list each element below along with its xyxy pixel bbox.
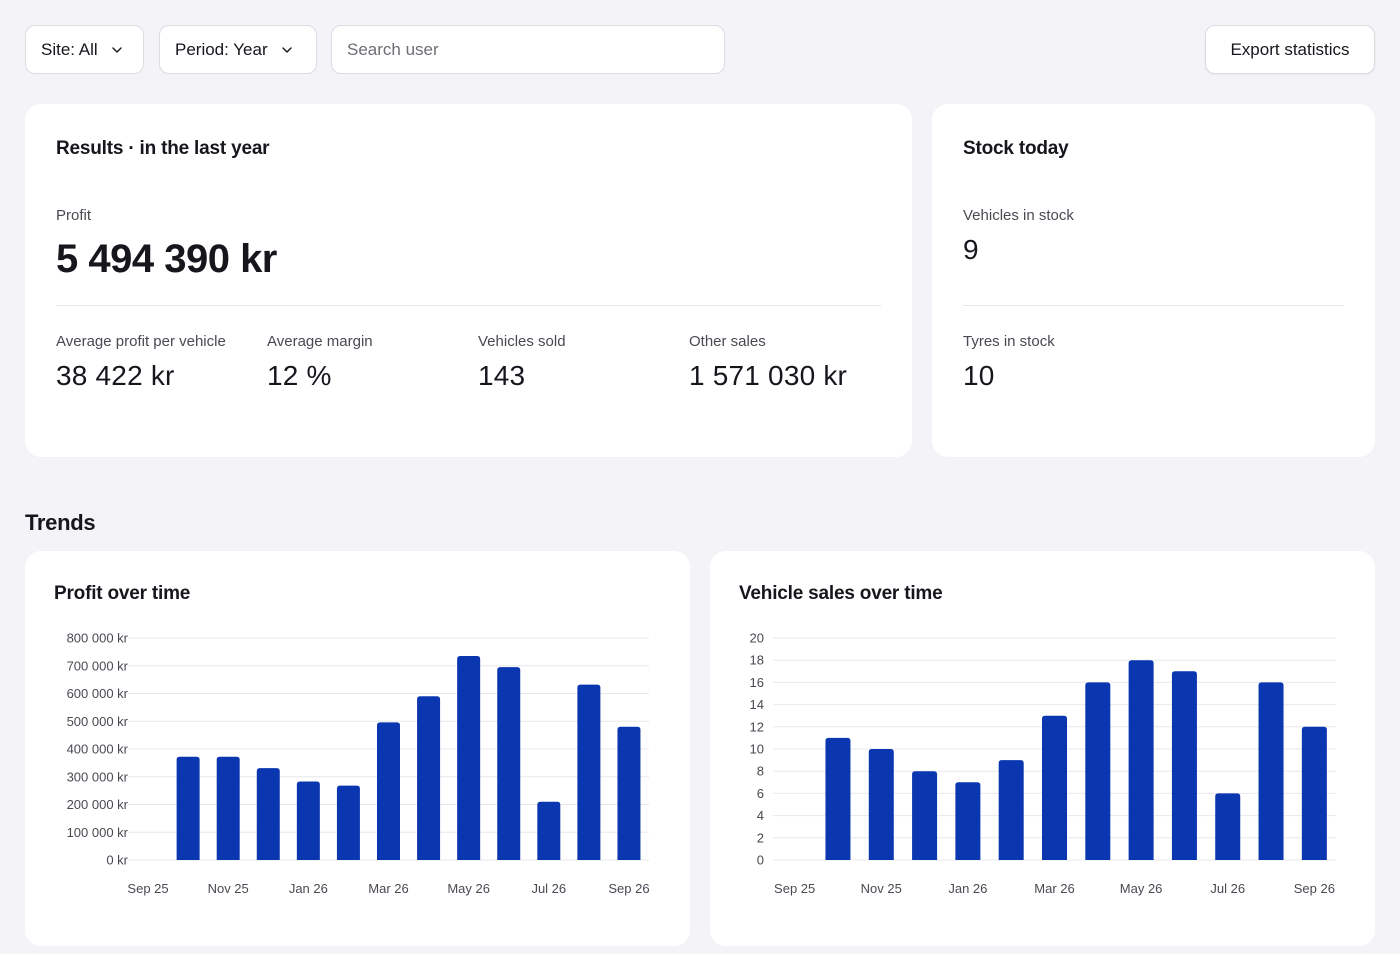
y-tick-label: 12: [750, 719, 764, 734]
y-tick-label: 100 000 kr: [67, 825, 129, 840]
x-tick-label: Sep 25: [127, 881, 168, 896]
stock-card: Stock today Vehicles in stock 9 Tyres in…: [932, 104, 1375, 457]
bar: [577, 684, 601, 860]
x-tick-label: Jan 26: [948, 881, 987, 896]
x-tick-label: Sep 26: [608, 881, 649, 896]
profit-label: Profit: [56, 207, 92, 224]
export-statistics-button[interactable]: Export statistics: [1205, 25, 1375, 74]
bar: [216, 756, 240, 860]
x-tick-label: May 26: [447, 881, 490, 896]
period-select[interactable]: Period: Year: [159, 25, 317, 74]
metric-label: Average profit per vehicle: [56, 333, 226, 350]
bar: [617, 726, 641, 860]
y-tick-label: 300 000 kr: [67, 769, 129, 784]
metric-value: 12 %: [267, 360, 332, 391]
bar: [336, 785, 360, 860]
metric-value: 143: [478, 360, 526, 391]
y-tick-label: 16: [750, 675, 764, 690]
x-tick-label: Nov 25: [861, 881, 902, 896]
y-tick-label: 0 kr: [106, 853, 128, 868]
x-tick-label: Mar 26: [1034, 881, 1074, 896]
x-tick-label: Mar 26: [368, 881, 408, 896]
bar: [1301, 726, 1327, 860]
vehicle-sales-chart-title: Vehicle sales over time: [739, 583, 943, 604]
results-card: Results · in the last year Profit 5 494 …: [25, 104, 912, 457]
x-tick-label: May 26: [1120, 881, 1163, 896]
vehicle-sales-chart-card: Vehicle sales over time 0 2 4 6 8 10 12 14 16 18 2…: [710, 551, 1375, 946]
bar: [1128, 660, 1154, 860]
y-tick-label: 8: [757, 764, 764, 779]
bar: [825, 737, 851, 860]
bar: [1042, 715, 1067, 860]
y-tick-label: 700 000 kr: [67, 658, 129, 673]
y-tick-label: 4: [757, 808, 764, 823]
y-tick-label: 200 000 kr: [67, 797, 129, 812]
bar: [868, 749, 894, 860]
metric-value: 38 422 kr: [56, 360, 175, 391]
site-select-label: Site: All: [41, 39, 98, 59]
trends-title: Trends: [25, 510, 96, 535]
bar: [377, 722, 400, 860]
y-tick-label: 20: [750, 631, 764, 646]
period-select-label: Period: Year: [175, 39, 268, 59]
bar: [296, 781, 320, 860]
bar: [1258, 682, 1284, 860]
x-tick-label: Nov 25: [208, 881, 249, 896]
results-title: Results · in the last year: [56, 138, 270, 159]
search-user-input[interactable]: [331, 25, 725, 74]
tyres-in-stock-value: 10: [963, 360, 995, 391]
bar: [537, 801, 561, 860]
y-tick-label: 500 000 kr: [67, 714, 129, 729]
x-tick-label: Jul 26: [1210, 881, 1245, 896]
bar: [417, 696, 441, 860]
chevron-down-icon: [112, 46, 122, 53]
bar: [1085, 682, 1111, 860]
y-tick-label: 6: [757, 786, 764, 801]
x-tick-label: Sep 26: [1294, 881, 1335, 896]
y-tick-label: 800 000 kr: [67, 631, 129, 646]
vehicle-sales-chart: 0 2 4 6 8 10 12 14 16 18 20 Sep 25 Nov 25 Jan 26 Mar 2…: [750, 631, 1336, 896]
bar: [497, 667, 521, 860]
y-tick-label: 18: [750, 653, 764, 668]
metric-label: Average margin: [267, 333, 373, 350]
bar: [457, 656, 481, 860]
x-tick-label: Jan 26: [289, 881, 328, 896]
profit-value: 5 494 390 kr: [56, 237, 277, 281]
vehicles-in-stock-value: 9: [963, 234, 979, 265]
bar: [176, 756, 200, 860]
y-tick-label: 400 000 kr: [67, 742, 129, 757]
metric-value: 1 571 030 kr: [689, 360, 848, 391]
y-tick-label: 14: [750, 697, 764, 712]
profit-chart-title: Profit over time: [54, 583, 191, 604]
bar: [955, 782, 981, 860]
divider: [963, 305, 1344, 306]
site-select[interactable]: Site: All: [25, 25, 144, 74]
tyres-in-stock-label: Tyres in stock: [963, 333, 1055, 350]
x-tick-label: Sep 25: [774, 881, 815, 896]
chevron-down-icon: [281, 46, 292, 53]
metric-label: Vehicles sold: [478, 333, 566, 350]
x-tick-label: Jul 26: [531, 881, 566, 896]
bar: [256, 768, 280, 860]
y-tick-label: 2: [757, 830, 764, 845]
bar: [1215, 793, 1241, 860]
divider: [56, 305, 881, 306]
stock-title: Stock today: [963, 138, 1069, 159]
vehicles-in-stock-label: Vehicles in stock: [963, 207, 1074, 224]
bar: [1171, 671, 1197, 860]
bar: [912, 771, 938, 860]
metric-label: Other sales: [689, 333, 766, 350]
toolbar: Site: All Period: Year Export statistics: [25, 25, 1375, 74]
y-tick-label: 0: [757, 853, 764, 868]
profit-chart: 0 kr 100 000 kr 200 000 kr 300 000 kr 400 00…: [67, 631, 650, 897]
y-tick-label: 10: [750, 742, 764, 757]
profit-chart-card: Profit over time 0 kr 100 000 kr 200 000 k…: [25, 551, 690, 946]
bar: [998, 760, 1024, 860]
y-tick-label: 600 000 kr: [67, 686, 129, 701]
